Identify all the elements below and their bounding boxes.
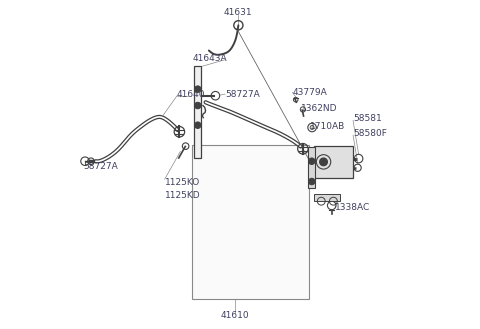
FancyBboxPatch shape bbox=[308, 147, 315, 188]
Bar bbox=[192, 145, 309, 299]
Text: 58727A: 58727A bbox=[84, 162, 118, 171]
Text: 1125KO: 1125KO bbox=[165, 178, 200, 187]
Text: 1710AB: 1710AB bbox=[311, 122, 346, 131]
Bar bbox=[314, 194, 340, 201]
Text: 1338AC: 1338AC bbox=[335, 203, 370, 212]
Circle shape bbox=[309, 158, 315, 164]
Text: 41643A: 41643A bbox=[192, 54, 227, 63]
Text: 41640: 41640 bbox=[176, 89, 204, 99]
Text: 41610: 41610 bbox=[221, 311, 250, 320]
Text: 41631: 41631 bbox=[224, 8, 252, 17]
Circle shape bbox=[320, 158, 327, 166]
Text: 58581: 58581 bbox=[353, 114, 382, 123]
Circle shape bbox=[194, 86, 201, 92]
FancyBboxPatch shape bbox=[314, 146, 353, 178]
Text: 58727A: 58727A bbox=[225, 89, 260, 99]
Circle shape bbox=[309, 178, 315, 185]
Bar bbox=[194, 66, 201, 158]
Circle shape bbox=[194, 122, 201, 128]
Text: 58580F: 58580F bbox=[353, 129, 387, 138]
Circle shape bbox=[194, 102, 201, 109]
Text: 43779A: 43779A bbox=[292, 88, 327, 97]
Text: 1125KD: 1125KD bbox=[165, 191, 200, 200]
Text: 1362ND: 1362ND bbox=[300, 104, 337, 113]
